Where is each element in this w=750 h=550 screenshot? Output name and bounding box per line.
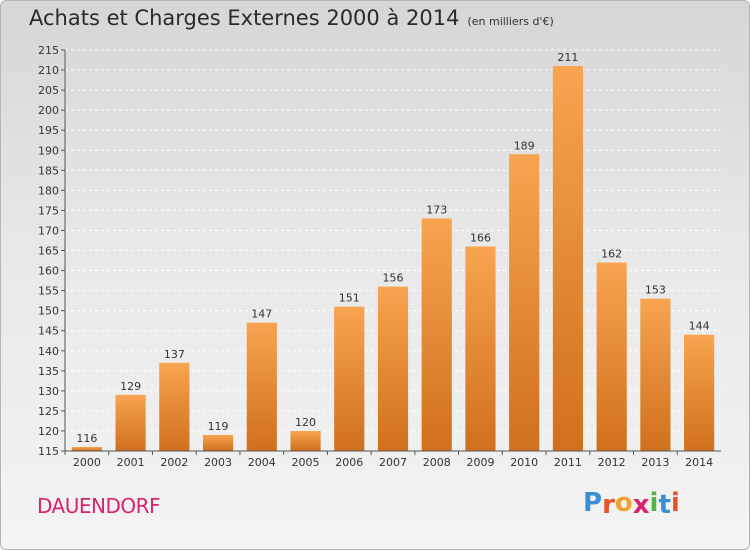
- bar-2009: [465, 246, 496, 451]
- x-tick-label: 2006: [335, 456, 363, 469]
- y-tick-label: 155: [38, 285, 59, 298]
- x-tick-label: 2009: [466, 456, 494, 469]
- bar-2001: [115, 394, 146, 451]
- bar-2011: [552, 66, 584, 451]
- y-tick-label: 130: [38, 385, 59, 398]
- data-label: 153: [645, 284, 666, 297]
- proxiti-logo: Proxiti: [583, 488, 680, 520]
- y-tick-label: 120: [38, 425, 59, 438]
- data-label: 129: [120, 380, 141, 393]
- x-tick-label: 2003: [204, 456, 232, 469]
- y-tick-label: 195: [38, 124, 59, 137]
- bar-2012: [596, 262, 627, 451]
- y-tick-label: 180: [38, 184, 59, 197]
- data-label: 211: [557, 51, 578, 64]
- data-label: 144: [689, 320, 710, 333]
- data-label: 166: [470, 231, 491, 244]
- x-tick-label: 2014: [685, 456, 713, 469]
- y-tick-label: 140: [38, 345, 59, 358]
- data-label: 189: [514, 139, 535, 152]
- data-label: 162: [601, 248, 622, 261]
- bar-2007: [377, 286, 409, 451]
- y-tick-label: 160: [38, 265, 59, 278]
- bars: 116 129 137 119 147 120 151 156 173 166 189 211 162 1…: [71, 51, 715, 451]
- y-tick-label: 185: [38, 164, 59, 177]
- data-label: 137: [164, 348, 185, 361]
- bar-2004: [246, 322, 277, 451]
- unit-label: (en milliers d'€): [467, 15, 554, 28]
- x-tick-label: 2008: [423, 456, 451, 469]
- logo-letter: t: [658, 490, 671, 520]
- y-tick-label: 175: [38, 204, 59, 217]
- y-tick-label: 150: [38, 305, 59, 318]
- x-axis: 2000 2001 2002 2003 2004 2005 2006 2007 2008 2009…: [64, 450, 721, 469]
- y-tick-label: 200: [38, 104, 59, 117]
- town-name: DAUENDORF: [37, 494, 161, 518]
- logo-letter: r: [602, 490, 615, 520]
- title-text: Achats et Charges Externes 2000 à 2014: [29, 6, 460, 30]
- data-label: 120: [295, 416, 316, 429]
- bar-2005: [290, 430, 321, 451]
- x-tick-label: 2005: [292, 456, 320, 469]
- logo-letter: i: [649, 488, 659, 518]
- x-tick-label: 2004: [248, 456, 276, 469]
- x-tick-label: 2002: [160, 456, 188, 469]
- bar-2014: [684, 334, 715, 451]
- chart-title: Achats et Charges Externes 2000 à 2014 (e…: [29, 6, 554, 30]
- y-tick-label: 215: [38, 44, 59, 57]
- x-tick-label: 2001: [117, 456, 145, 469]
- bar-2008: [421, 218, 452, 451]
- data-label: 116: [76, 432, 97, 445]
- bar-2006: [334, 306, 365, 451]
- logo-letter: x: [632, 490, 650, 520]
- logo-letter: o: [614, 488, 633, 518]
- logo-letter: P: [583, 488, 603, 518]
- x-tick-label: 2012: [598, 456, 626, 469]
- data-label: 119: [208, 420, 229, 433]
- logo-letter: i: [670, 488, 680, 518]
- data-label: 156: [383, 272, 404, 285]
- y-tick-label: 115: [38, 445, 59, 458]
- data-label: 151: [339, 292, 360, 305]
- x-tick-label: 2007: [379, 456, 407, 469]
- bar-2002: [159, 362, 190, 451]
- y-tick-label: 125: [38, 405, 59, 418]
- bar-2000: [71, 446, 102, 451]
- data-label: 173: [426, 203, 447, 216]
- bar-2003: [202, 434, 234, 451]
- y-tick-label: 190: [38, 144, 59, 157]
- x-tick-label: 2013: [641, 456, 669, 469]
- y-axis: 115 120 125 130 135 140 145 150 155 160 165 170 175 1…: [38, 44, 66, 458]
- x-tick-label: 2000: [73, 456, 101, 469]
- x-tick-label: 2011: [554, 456, 582, 469]
- y-tick-label: 135: [38, 365, 59, 378]
- y-tick-label: 170: [38, 224, 59, 237]
- y-tick-label: 210: [38, 64, 59, 77]
- y-tick-label: 205: [38, 84, 59, 97]
- y-tick-label: 145: [38, 325, 59, 338]
- bar-2013: [640, 298, 671, 451]
- data-label: 147: [251, 308, 272, 321]
- x-tick-label: 2010: [510, 456, 538, 469]
- y-tick-label: 165: [38, 245, 59, 258]
- bar-2010: [509, 154, 540, 451]
